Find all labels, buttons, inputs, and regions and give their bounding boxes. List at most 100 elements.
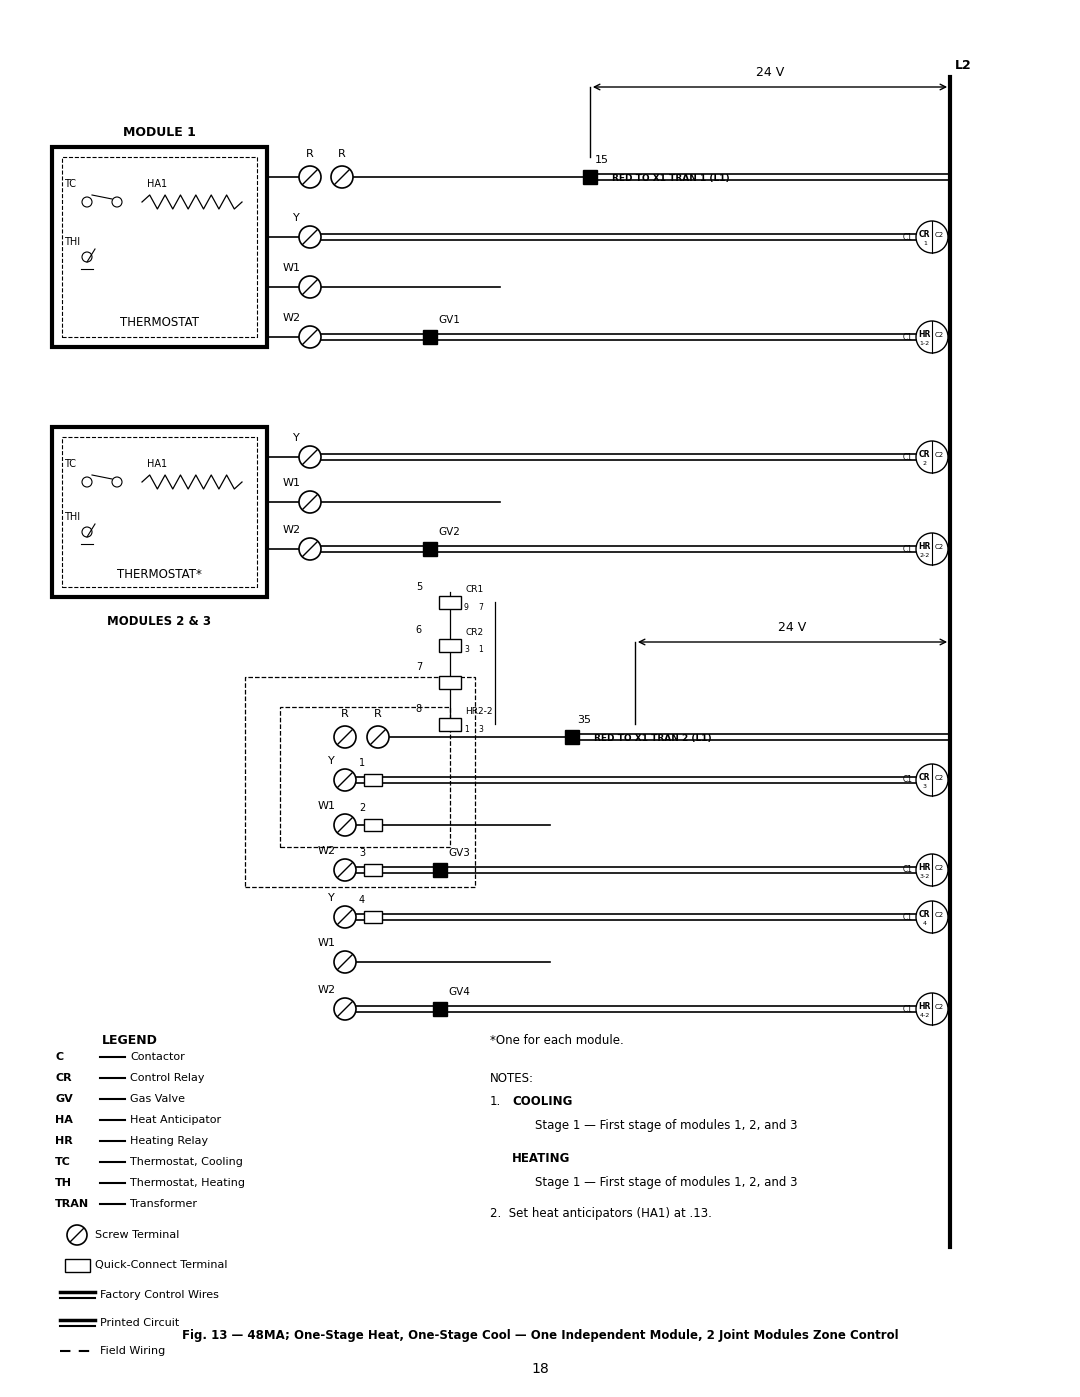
- Text: Quick-Connect Terminal: Quick-Connect Terminal: [95, 1260, 228, 1270]
- Text: Contactor: Contactor: [130, 1052, 185, 1062]
- Bar: [565, 731, 579, 745]
- Text: 4: 4: [359, 895, 365, 905]
- Text: L2: L2: [955, 59, 972, 73]
- Circle shape: [916, 993, 948, 1025]
- Bar: [423, 542, 437, 556]
- Text: W1: W1: [318, 937, 336, 949]
- Text: HR: HR: [919, 330, 931, 339]
- Text: THERMOSTAT*: THERMOSTAT*: [117, 569, 202, 581]
- Text: HR: HR: [919, 542, 931, 550]
- Circle shape: [916, 441, 948, 474]
- Circle shape: [916, 221, 948, 253]
- Text: Y: Y: [293, 212, 299, 224]
- Bar: [52, 427, 267, 597]
- Text: THI: THI: [64, 511, 80, 522]
- Text: Control Relay: Control Relay: [130, 1073, 204, 1083]
- Text: W1: W1: [318, 800, 336, 812]
- Text: MODULE 1: MODULE 1: [123, 126, 195, 138]
- Text: C2: C2: [934, 1003, 944, 1010]
- Text: GV1: GV1: [438, 314, 460, 326]
- Text: 3: 3: [359, 848, 365, 858]
- Text: RED TO X1 TRAN 1 (L1): RED TO X1 TRAN 1 (L1): [612, 175, 730, 183]
- Text: 9: 9: [464, 602, 469, 612]
- Text: R: R: [338, 149, 346, 159]
- Text: C2: C2: [934, 451, 944, 458]
- Text: MODULES 2 & 3: MODULES 2 & 3: [107, 615, 211, 629]
- Bar: [433, 1002, 447, 1016]
- Text: Y: Y: [327, 756, 335, 766]
- Circle shape: [67, 1225, 87, 1245]
- Circle shape: [299, 166, 321, 189]
- Text: C1: C1: [903, 232, 913, 242]
- Text: Fig. 13 — 48MA; One-Stage Heat, One-Stage Cool — One Independent Module, 2 Joint: Fig. 13 — 48MA; One-Stage Heat, One-Stag…: [181, 1329, 899, 1341]
- Text: *One for each module.: *One for each module.: [490, 1034, 624, 1046]
- Text: COOLING: COOLING: [512, 1095, 572, 1108]
- Text: W1: W1: [283, 478, 301, 488]
- Text: C1: C1: [903, 912, 913, 922]
- Circle shape: [299, 538, 321, 560]
- Text: 2.  Set heat anticipators (HA1) at .13.: 2. Set heat anticipators (HA1) at .13.: [490, 1207, 712, 1220]
- Text: GV: GV: [55, 1094, 72, 1104]
- Text: HR: HR: [55, 1136, 72, 1146]
- Text: CR: CR: [919, 450, 931, 460]
- Text: C2: C2: [934, 543, 944, 549]
- Text: THI: THI: [64, 237, 80, 247]
- Circle shape: [299, 490, 321, 513]
- Text: C2: C2: [934, 331, 944, 338]
- Bar: [438, 638, 461, 651]
- Circle shape: [916, 764, 948, 796]
- Bar: [245, 678, 475, 887]
- Text: 15: 15: [595, 155, 609, 165]
- Text: 2: 2: [922, 461, 927, 467]
- Text: R: R: [374, 710, 382, 719]
- Circle shape: [334, 907, 356, 928]
- Text: HA1: HA1: [147, 179, 167, 189]
- Text: Factory Control Wires: Factory Control Wires: [100, 1289, 219, 1301]
- Circle shape: [367, 726, 389, 747]
- Bar: [364, 863, 382, 876]
- Circle shape: [334, 951, 356, 972]
- Circle shape: [330, 166, 353, 189]
- Text: CR2: CR2: [465, 629, 483, 637]
- Text: C1: C1: [903, 775, 913, 785]
- Text: Thermostat, Heating: Thermostat, Heating: [130, 1178, 245, 1187]
- Text: GV4: GV4: [448, 988, 470, 997]
- Circle shape: [334, 859, 356, 882]
- Text: 4: 4: [922, 921, 927, 926]
- Text: C1: C1: [903, 866, 913, 875]
- Text: HEATING: HEATING: [512, 1153, 570, 1165]
- Text: 6: 6: [416, 624, 422, 636]
- Text: C1: C1: [903, 332, 913, 341]
- Circle shape: [916, 534, 948, 564]
- Text: W2: W2: [318, 847, 336, 856]
- Text: CR: CR: [919, 773, 931, 782]
- Text: RED TO X1 TRAN 2 (L1): RED TO X1 TRAN 2 (L1): [594, 735, 712, 743]
- Circle shape: [334, 997, 356, 1020]
- Text: Stage 1 — First stage of modules 1, 2, and 3: Stage 1 — First stage of modules 1, 2, a…: [535, 1119, 797, 1132]
- Text: R: R: [341, 710, 349, 719]
- Text: HA1: HA1: [147, 460, 167, 469]
- Bar: [280, 707, 450, 847]
- Text: CR: CR: [919, 231, 931, 239]
- Text: Printed Circuit: Printed Circuit: [100, 1317, 179, 1329]
- Bar: [364, 774, 382, 787]
- Text: Thermostat, Cooling: Thermostat, Cooling: [130, 1157, 243, 1166]
- Bar: [62, 156, 257, 337]
- Bar: [62, 437, 257, 587]
- Circle shape: [299, 446, 321, 468]
- Text: Heating Relay: Heating Relay: [130, 1136, 208, 1146]
- Text: THERMOSTAT: THERMOSTAT: [120, 316, 199, 328]
- Text: 8: 8: [416, 704, 422, 714]
- Text: C2: C2: [934, 865, 944, 870]
- Text: Heat Anticipator: Heat Anticipator: [130, 1115, 221, 1125]
- Text: C2: C2: [934, 774, 944, 781]
- Text: 1: 1: [478, 645, 483, 655]
- Text: NOTES:: NOTES:: [490, 1071, 534, 1085]
- Bar: [52, 147, 267, 346]
- Text: 1.: 1.: [490, 1095, 501, 1108]
- Bar: [364, 819, 382, 831]
- Bar: [438, 595, 461, 609]
- Bar: [438, 676, 461, 689]
- Text: Gas Valve: Gas Valve: [130, 1094, 185, 1104]
- Text: 3-2: 3-2: [920, 875, 930, 879]
